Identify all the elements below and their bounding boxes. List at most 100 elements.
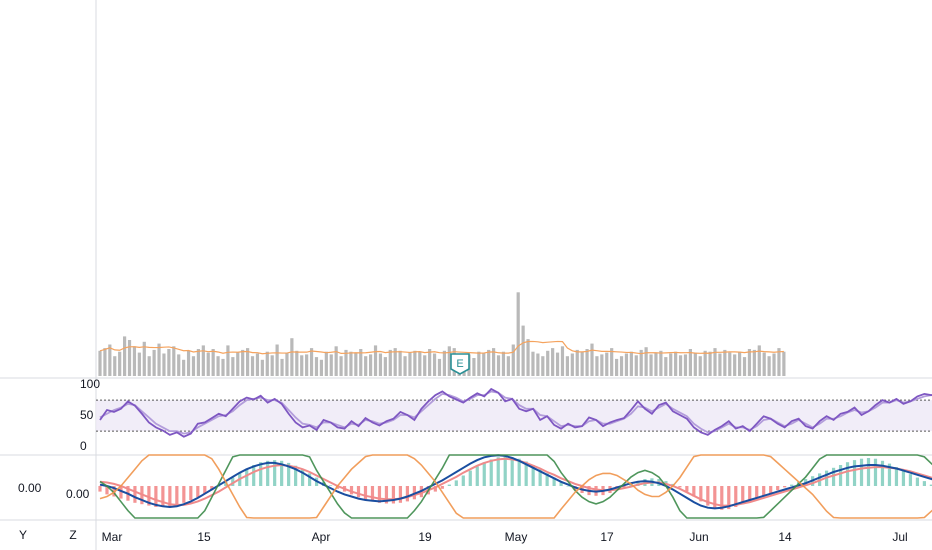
- volume-bar: [634, 355, 638, 376]
- x-tick-label: 19: [418, 530, 432, 544]
- volume-bar: [762, 352, 766, 376]
- volume-bar: [688, 349, 692, 376]
- volume-bar: [137, 352, 141, 376]
- macd-histogram-bar: [552, 477, 556, 486]
- volume-bar: [437, 358, 442, 376]
- volume-bar: [619, 356, 624, 376]
- volume-bar: [196, 349, 200, 376]
- volume-bar: [541, 356, 545, 376]
- macd-histogram-bar: [349, 486, 354, 495]
- macd-histogram-bar: [196, 486, 200, 498]
- macd-histogram-bar: [266, 460, 270, 486]
- earnings-badge: [450, 353, 470, 375]
- volume-bar: [772, 353, 776, 376]
- oscillator-tick-label: 50: [80, 408, 94, 422]
- macd-histogram-bar: [370, 486, 375, 502]
- volume-bar: [565, 356, 569, 376]
- macd-tick-label: 0.00: [18, 481, 42, 495]
- x-tick-label: May: [505, 530, 528, 544]
- volume-bar: [265, 351, 269, 376]
- volume-bar: [418, 351, 422, 376]
- macd-histogram-bar: [454, 480, 458, 486]
- macd-histogram-bar: [440, 486, 444, 489]
- volume-bar: [108, 344, 112, 376]
- volume-bar: [231, 357, 235, 376]
- macd-histogram-bar: [363, 486, 368, 500]
- macd-histogram-bar: [294, 465, 298, 486]
- volume-bar: [678, 355, 683, 376]
- volume-bar: [142, 341, 146, 376]
- macd-histogram-bar: [776, 486, 780, 491]
- macd-histogram-bar: [391, 486, 396, 504]
- macd-histogram-bar: [538, 469, 542, 486]
- macd-histogram-bar: [203, 486, 207, 494]
- macd-histogram-bar: [755, 486, 759, 499]
- volume-bar: [246, 348, 250, 376]
- macd-histogram-bar: [210, 486, 214, 491]
- x-tick-label: 15: [197, 530, 211, 544]
- oscillator-pane: [96, 387, 932, 438]
- macd-histogram-bar: [175, 486, 179, 505]
- volume-bar: [718, 353, 722, 376]
- volume-bar: [191, 356, 196, 376]
- volume-bar: [605, 352, 609, 376]
- x-tick-label: Jun: [689, 530, 708, 544]
- macd-histogram-bar: [384, 486, 389, 504]
- macd-histogram-bar: [475, 466, 479, 486]
- volume-bar: [590, 343, 594, 376]
- volume-bar: [432, 353, 437, 376]
- volume-bar: [742, 357, 747, 376]
- volume-bar: [531, 351, 535, 376]
- volume-bar: [329, 354, 333, 376]
- macd-histogram-bar: [433, 486, 437, 492]
- volume-bar: [487, 349, 491, 376]
- volume-bar: [314, 357, 319, 376]
- volume-bar: [492, 348, 496, 376]
- macd-tick-label: 0.00: [66, 487, 90, 501]
- volume-bar: [147, 356, 151, 376]
- volume-bar: [496, 355, 501, 376]
- volume-bar: [708, 351, 712, 376]
- macd-histogram-bar: [154, 486, 158, 507]
- volume-bar: [172, 346, 176, 376]
- volume-bar: [423, 355, 427, 376]
- volume-bar: [447, 346, 451, 376]
- macd-histogram-bar: [831, 467, 836, 486]
- macd-histogram-bar: [908, 474, 913, 486]
- macd-histogram-bar: [790, 484, 794, 486]
- macd-histogram-bar: [915, 477, 920, 486]
- volume-bar: [526, 339, 530, 376]
- z-axis-toggle-button[interactable]: Z: [69, 528, 77, 542]
- volume-bar: [369, 354, 373, 376]
- macd-histogram-bar: [699, 486, 703, 502]
- volume-bar: [177, 354, 181, 376]
- volume-bar: [378, 353, 383, 376]
- y-axis-toggle-button[interactable]: Y: [18, 528, 27, 542]
- volume-bar: [782, 351, 786, 376]
- volume-bar: [157, 343, 161, 376]
- volume-bar: [300, 355, 304, 376]
- macd-histogram-bar: [706, 486, 710, 506]
- macd-histogram-bar: [377, 486, 382, 503]
- macd-histogram-bar: [161, 486, 165, 507]
- oscillator-line: [99, 387, 932, 438]
- macd-histogram-bar: [356, 486, 361, 498]
- volume-bar: [683, 354, 688, 376]
- volume-bar: [644, 347, 648, 376]
- macd-histogram-bar: [482, 462, 486, 486]
- macd-histogram-bar: [622, 486, 626, 488]
- earnings-badge-group[interactable]: E: [450, 353, 470, 375]
- volume-bar: [373, 345, 378, 376]
- macd-histogram-bar: [636, 481, 640, 486]
- volume-bar: [752, 349, 756, 376]
- volume-bar: [560, 346, 565, 376]
- volume-bar: [216, 356, 220, 376]
- volume-bar: [305, 354, 309, 376]
- volume-bar: [575, 349, 579, 376]
- volume-bar: [747, 349, 752, 376]
- macd-histogram-bar: [783, 486, 787, 488]
- macd-histogram-bar: [259, 462, 263, 486]
- macd-histogram-bar: [894, 467, 899, 486]
- macd-histogram-bar: [245, 468, 249, 486]
